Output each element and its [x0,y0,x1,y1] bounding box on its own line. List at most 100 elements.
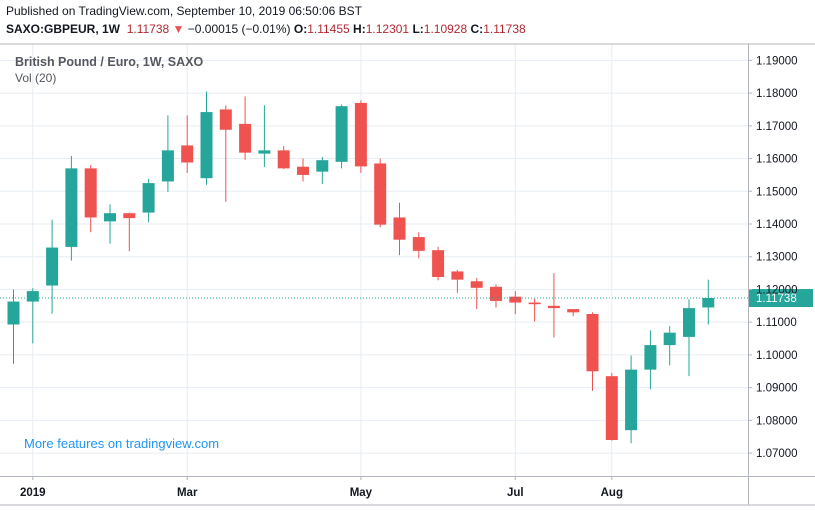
candle-body [46,247,59,286]
candle [239,96,252,160]
candle [374,158,387,228]
candle [354,100,367,173]
candle [567,309,580,317]
low-value: 1.10928 [423,22,468,36]
x-tick-label: Aug [601,487,623,499]
candle-body [258,150,271,154]
last-price-label: 1.11738 [756,293,797,305]
y-tick-label: 1.10000 [756,350,798,362]
candle [702,279,715,325]
candle [26,288,39,344]
candle [335,104,348,169]
candle-body [625,369,638,431]
change-value: −0.00015 (−0.01%) [187,22,291,36]
y-tick-label: 1.15000 [756,186,798,198]
candle [316,156,329,185]
pane-title: British Pound / Euro, 1W, SAXO [15,55,203,69]
x-tick-label: Jul [507,487,524,499]
candle [393,202,406,256]
candle [625,355,638,444]
candle [644,330,657,390]
candle [104,204,116,244]
candle-body [297,166,309,175]
volume-label: Vol (20) [15,71,56,85]
candle [528,298,541,322]
candle-body [547,305,560,309]
candle-body [586,314,599,372]
y-tick-label: 1.14000 [756,219,798,231]
candle-body [354,102,367,167]
high-value: 1.12301 [365,22,410,36]
candle-body [412,237,425,251]
candle-body [509,296,522,303]
candle-body [451,271,464,280]
open-value: 1.11455 [307,22,350,36]
candle-body [663,332,676,346]
candle-body [432,250,445,278]
x-tick-label: 2019 [20,487,46,499]
x-tick-label: Mar [177,487,198,499]
candle-body [123,213,136,219]
watermark-link[interactable]: More features on tradingview.com [24,436,219,451]
candle-body [7,301,20,325]
candle-body [181,145,194,163]
y-tick-label: 1.07000 [756,448,798,460]
candle-body [374,163,387,225]
candle [432,246,445,281]
close-label: C: [470,22,484,36]
candle [65,155,78,261]
candle-body [26,291,39,302]
candle [84,165,97,233]
last-value: 1.11738 [126,22,170,36]
candle [258,105,271,168]
high-label: H: [353,22,366,36]
candle [663,326,676,366]
candle-body [84,168,97,218]
candle [605,372,618,441]
candle-body [702,297,715,308]
candle-body [490,286,502,301]
candle-body [567,309,580,313]
candle-body [219,109,232,130]
candle-body [200,112,213,179]
candle-body [316,160,329,172]
published-line: Published on TradingView.com, September … [6,4,363,18]
grid [0,44,748,476]
last-price-badge [749,289,813,308]
candle-body [142,183,155,213]
y-tick-label: 1.12000 [756,284,798,296]
close-value: 1.11738 [483,22,526,36]
down-arrow-icon: ▼ [172,22,185,36]
candle [46,219,59,314]
candle [200,91,213,185]
candle-body [65,168,78,247]
y-tick-label: 1.17000 [756,121,798,133]
y-tick-label: 1.08000 [756,415,798,427]
axes: 1.07000 1.08000 1.09000 1.10000 1.11000 1.120… [0,43,815,506]
candle-body [605,376,618,440]
candle [297,158,309,182]
open-label: O: [293,22,308,36]
low-label: L: [412,22,424,36]
candle [7,289,20,364]
candle-body [470,281,483,288]
candle-body [683,308,695,337]
candle [161,115,174,192]
candle [586,312,599,391]
y-tick-label: 1.19000 [756,55,798,67]
candle [490,284,502,308]
y-tick-label: 1.16000 [756,154,798,166]
x-tick-label: May [350,487,373,499]
candle-body [239,123,252,153]
y-tick-label: 1.09000 [756,383,798,395]
candle [451,269,464,293]
candle-body [277,150,290,169]
candle [509,291,522,314]
symbol-label: SAXO:GBPEUR, 1W [6,22,121,36]
candle [547,273,560,338]
candle-body [644,345,657,370]
candle-body [528,302,541,305]
candles [7,91,715,444]
candle [412,232,425,259]
